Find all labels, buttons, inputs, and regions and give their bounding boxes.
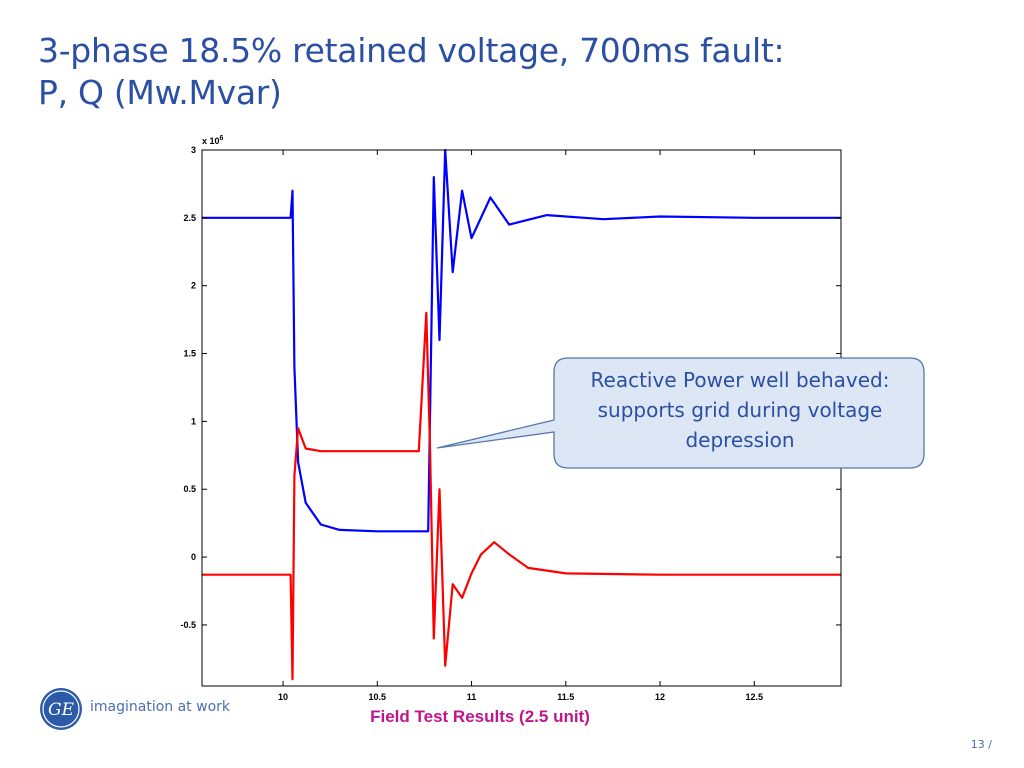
- tick-layer: 10 10.5 11 11.5 12 12.532.521.510.50-0.5: [180, 145, 841, 702]
- slide-title-line-2: P, Q (Mw.Mvar): [38, 73, 282, 112]
- x-tick-label: 12: [655, 692, 665, 702]
- y-tick-label: 0.5: [183, 484, 196, 494]
- x-tick-label: 11: [467, 692, 477, 702]
- page-number: 13 /: [970, 738, 992, 751]
- x-tick-label: 10.5: [369, 692, 387, 702]
- callout-bubble: [436, 357, 925, 469]
- y-tick-label: 1: [191, 416, 196, 426]
- y-tick-label: 1.5: [183, 349, 196, 359]
- x-tick-label: 10: [278, 692, 288, 702]
- y-tick-label: 2: [191, 281, 196, 291]
- series-layer: [202, 148, 841, 681]
- y-tick-label: 2.5: [183, 213, 196, 223]
- callout-line-2: supports grid during voltage: [597, 398, 883, 422]
- series-line-2: [202, 311, 841, 681]
- y-tick-label: 3: [191, 145, 196, 155]
- callout-line-3: depression: [685, 428, 795, 452]
- ge-monogram-icon: GE: [40, 688, 82, 730]
- series-line-1: [202, 148, 841, 533]
- ge-monogram-text: GE: [48, 700, 75, 720]
- ge-logo: GE imagination at work: [38, 686, 238, 732]
- slide-title: 3-phase 18.5% retained voltage, 700ms fa…: [38, 30, 998, 114]
- callout-line-1: Reactive Power well behaved:: [590, 368, 890, 392]
- x-tick-label: 12.5: [746, 692, 764, 702]
- slide-title-line-1: 3-phase 18.5% retained voltage, 700ms fa…: [38, 31, 785, 70]
- y-multiplier-label: x 106: [202, 135, 224, 146]
- y-tick-label: 0: [191, 552, 196, 562]
- y-tick-label: -0.5: [180, 620, 196, 630]
- logo-tagline: imagination at work: [90, 699, 230, 715]
- x-tick-label: 11.5: [557, 692, 574, 702]
- chart-caption: Field Test Results (2.5 unit): [370, 707, 590, 726]
- callout-text: Reactive Power well behaved: supports gr…: [556, 365, 924, 455]
